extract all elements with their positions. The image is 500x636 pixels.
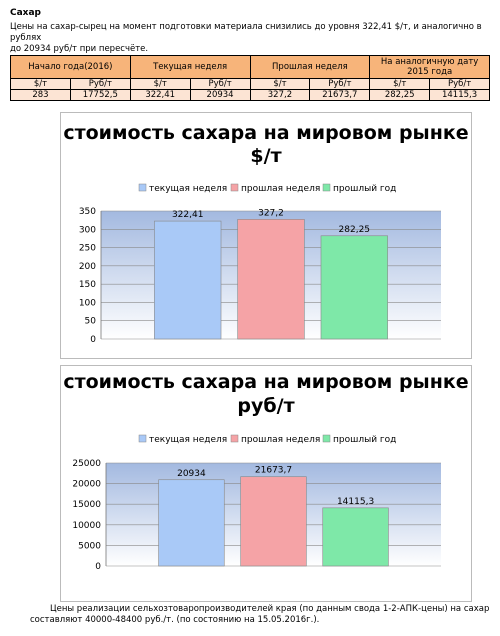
header-row: Начало года(2016) Текущая неделя Прошлая н… — [10, 55, 490, 79]
chart-box: стоимость сахара на мировом рынке $/т теку… — [60, 112, 472, 359]
chart-title: стоимость сахара на мировом рынке — [63, 122, 468, 144]
legend-swatch — [230, 183, 239, 192]
legend-label: прошлый год — [333, 184, 396, 194]
legend-label: прошлый год — [333, 435, 396, 445]
data-row: 283 17752,5 322,41 20934 327,2 21673,7 282,25 1… — [10, 89, 490, 101]
legend-swatch — [138, 183, 147, 192]
subheader-cell: Руб/т — [189, 78, 251, 90]
y-tick-label: 10000 — [72, 521, 101, 531]
bar — [237, 219, 305, 340]
section-title: Сахар — [10, 8, 41, 18]
legend-swatch — [138, 434, 147, 443]
subheader-cell: $/т — [369, 78, 431, 90]
footer: Цены реализации сельхозтоваропроизводите… — [30, 604, 500, 626]
y-tick-label: 15000 — [72, 500, 101, 510]
footer-line: Цены реализации сельхозтоваропроизводите… — [50, 604, 490, 614]
y-tick-label: 5000 — [78, 541, 101, 551]
subheader-row: $/т Руб/т $/т Руб/т $/т Руб/т $/т Руб/т — [10, 78, 490, 90]
price-table: Начало года(2016) Текущая неделя Прошлая н… — [10, 55, 490, 101]
legend-swatch — [322, 434, 331, 443]
data-cell: 283 — [10, 89, 71, 101]
y-tick-label: 25000 — [72, 459, 101, 469]
bar — [320, 235, 388, 340]
value-label: 21673,7 — [255, 466, 292, 476]
y-tick-label: 100 — [79, 298, 96, 308]
intro-line: Цены на сахар-сырец на момент подготовки… — [10, 22, 482, 43]
chart-box: стоимость сахара на мировом рынке руб/т те… — [60, 365, 472, 602]
data-cell: 20934 — [189, 89, 251, 101]
data-cell: 17752,5 — [69, 89, 131, 101]
value-label: 282,25 — [339, 225, 371, 235]
intro-line: до 20934 руб/т при пересчёте. — [10, 44, 149, 54]
value-label: 14115,3 — [337, 497, 374, 507]
data-cell: 282,25 — [369, 89, 431, 101]
data-cell: 14115,3 — [429, 89, 490, 101]
bar — [322, 507, 389, 567]
y-tick-label: 200 — [79, 262, 96, 272]
header-cell: Текущая неделя — [129, 55, 251, 79]
subheader-cell: $/т — [10, 78, 71, 90]
y-tick-label: 20000 — [72, 480, 101, 490]
legend-swatch — [322, 183, 331, 192]
header-cell: Прошлая неделя — [249, 55, 371, 79]
header-cell: Начало года(2016) — [10, 55, 131, 79]
value-label: 322,41 — [172, 210, 204, 220]
y-tick-label: 300 — [79, 225, 96, 235]
bar — [158, 479, 225, 567]
y-tick-label: 0 — [95, 562, 101, 572]
subheader-cell: $/т — [249, 78, 311, 90]
bar — [154, 220, 222, 340]
legend-swatch — [230, 434, 239, 443]
y-tick-label: 150 — [79, 280, 96, 290]
value-label: 20934 — [177, 469, 206, 479]
subheader-cell: Руб/т — [429, 78, 490, 90]
legend-label: прошлая неделя — [241, 435, 320, 445]
data-cell: 322,41 — [129, 89, 191, 101]
chart-subtitle: $/т — [250, 145, 281, 167]
y-tick-label: 350 — [79, 207, 96, 217]
header-cell: На аналогичную дату 2015 года — [369, 55, 490, 79]
footer-line: составляют 40000-48400 руб./т. (по состо… — [30, 615, 320, 625]
legend-label: прошлая неделя — [241, 184, 320, 194]
legend-label: текущая неделя — [149, 184, 227, 194]
value-label: 327,2 — [258, 208, 284, 218]
subheader-cell: $/т — [129, 78, 191, 90]
data-cell: 21673,7 — [309, 89, 371, 101]
y-tick-label: 0 — [90, 335, 96, 345]
bar — [240, 476, 307, 567]
chart: стоимость сахара на мировом рынке$/т теку… — [63, 122, 468, 345]
y-tick-label: 50 — [85, 317, 97, 327]
subheader-cell: Руб/т — [69, 78, 131, 90]
subheader-cell: Руб/т — [309, 78, 371, 90]
data-cell: 327,2 — [249, 89, 311, 101]
chart-title: стоимость сахара на мировом рынке — [63, 371, 468, 393]
chart-subtitle: руб/т — [237, 395, 294, 417]
intro: Цены на сахар-сырец на момент подготовки… — [10, 22, 500, 55]
legend-label: текущая неделя — [149, 435, 227, 445]
y-tick-label: 250 — [79, 244, 96, 254]
